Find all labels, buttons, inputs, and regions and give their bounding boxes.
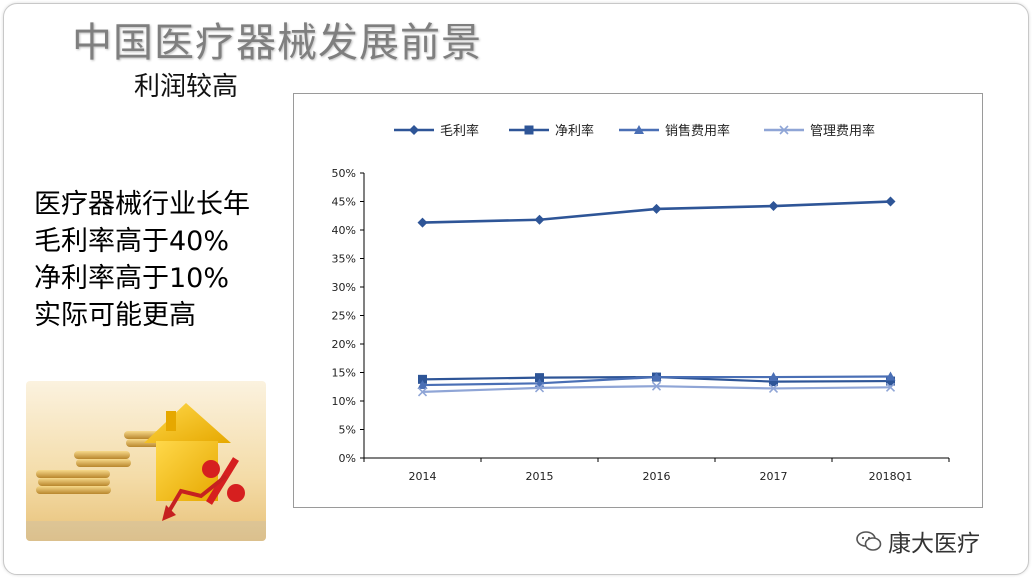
bullet-list: 医疗器械行业长年 毛利率高于40% 净利率高于10% 实际可能更高 <box>34 186 250 334</box>
data-point <box>534 383 545 393</box>
x-tick-label: 2014 <box>409 470 437 483</box>
chart-frame: 0% 5% 10% 15% 20% 25% 30% 35% 40% 45% 50% 2014 2015 2… <box>293 93 983 508</box>
data-point <box>769 377 778 387</box>
x-tick-label: 2015 <box>526 470 554 483</box>
data-point <box>768 201 779 212</box>
legend-marker <box>779 125 789 135</box>
data-point <box>534 214 545 225</box>
data-point <box>418 374 427 384</box>
data-point <box>651 372 662 382</box>
slide-subtitle: 利润较高 <box>134 72 239 102</box>
data-point <box>885 382 896 392</box>
data-point <box>651 203 662 214</box>
data-point <box>651 381 662 391</box>
data-point <box>885 371 896 381</box>
line-chart: 0% 5% 10% 15% 20% 25% 30% 35% 40% 45% 50% 2014 2015 2… <box>332 123 950 483</box>
data-point <box>768 383 779 394</box>
x-tick-label: 2016 <box>643 470 671 483</box>
bullet-line: 毛利率高于40% <box>34 226 230 257</box>
data-point <box>417 387 428 397</box>
y-tick-label: 25% <box>332 310 356 323</box>
x-tick-label: 2017 <box>760 470 788 483</box>
y-tick-label: 45% <box>332 196 356 209</box>
data-point <box>885 196 896 207</box>
y-tick-label: 30% <box>332 281 356 294</box>
legend-marker <box>634 125 644 134</box>
watermark: 康大医疗 <box>856 524 980 558</box>
arrow-icon <box>162 474 228 521</box>
slide-title: 中国医疗器械发展前景 <box>72 20 482 66</box>
y-tick-label: 5% <box>339 424 356 437</box>
y-tick-label: 20% <box>332 338 356 351</box>
coin-stack-icon <box>36 431 166 494</box>
y-tick-label: 15% <box>332 367 356 380</box>
legend-label: 毛利率 <box>440 123 479 139</box>
watermark-text: 康大医疗 <box>888 531 980 557</box>
x-tick-label: 2018Q1 <box>869 470 913 483</box>
legend-label: 销售费用率 <box>665 123 730 139</box>
bullet-line: 净利率高于10% <box>34 263 230 294</box>
bullet-line: 医疗器械行业长年 <box>34 189 250 220</box>
data-point <box>417 380 428 390</box>
y-tick-label: 10% <box>332 395 356 408</box>
wechat-icon <box>856 531 882 551</box>
coins-house-image <box>26 381 266 541</box>
legend-marker <box>409 125 419 135</box>
y-tick-label: 50% <box>332 167 356 180</box>
legend-label: 净利率 <box>555 123 594 139</box>
coins-house-illustration <box>26 403 266 541</box>
y-tick-label: 40% <box>332 224 356 237</box>
data-point <box>417 217 428 228</box>
y-tick-label: 0% <box>339 452 356 465</box>
slide: 中国医疗器械发展前景 利润较高 医疗器械行业长年 毛利率高于40% 净利率高于1… <box>3 3 1029 575</box>
data-point <box>886 376 895 386</box>
data-point <box>768 372 779 382</box>
legend-marker <box>524 125 534 135</box>
y-tick-label: 35% <box>332 253 356 266</box>
data-point <box>535 373 544 383</box>
legend-label: 管理费用率 <box>810 123 875 139</box>
bullet-line: 实际可能更高 <box>34 300 196 331</box>
